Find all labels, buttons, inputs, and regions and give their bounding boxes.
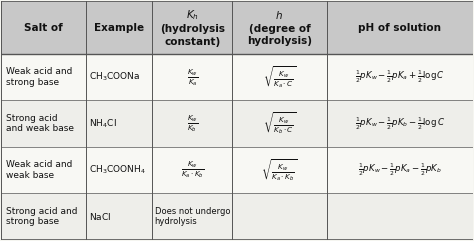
Text: $\frac{K_w}{K_a \cdot K_b}$: $\frac{K_w}{K_a \cdot K_b}$ — [181, 160, 204, 181]
Text: $\sqrt{\frac{K_w}{K_a \cdot K_b}}$: $\sqrt{\frac{K_w}{K_a \cdot K_b}}$ — [261, 157, 298, 183]
Text: $\mathregular{CH_3COONH_4}$: $\mathregular{CH_3COONH_4}$ — [89, 164, 146, 176]
Text: Strong acid
and weak base: Strong acid and weak base — [6, 114, 74, 133]
Text: $\frac{1}{2}pK_w - \frac{1}{2}pK_b - \frac{1}{2}\log C$: $\frac{1}{2}pK_w - \frac{1}{2}pK_b - \fr… — [355, 115, 445, 132]
Text: Weak acid and
strong base: Weak acid and strong base — [6, 67, 73, 87]
Text: $\mathregular{NaCl}$: $\mathregular{NaCl}$ — [89, 211, 111, 222]
Text: $\frac{1}{2}pK_w - \frac{1}{2}pK_a + \frac{1}{2}\log C$: $\frac{1}{2}pK_w - \frac{1}{2}pK_a + \fr… — [355, 69, 445, 85]
Text: pH of solution: pH of solution — [358, 23, 441, 33]
Bar — [1, 1, 473, 54]
Bar — [1, 193, 473, 240]
Text: $\frac{1}{2}pK_w - \frac{1}{2}pK_a - \frac{1}{2}pK_b$: $\frac{1}{2}pK_w - \frac{1}{2}pK_a - \fr… — [357, 162, 442, 178]
Bar — [1, 54, 473, 100]
Text: Weak acid and
weak base: Weak acid and weak base — [6, 160, 73, 180]
Text: $\mathregular{NH_4Cl}$: $\mathregular{NH_4Cl}$ — [89, 117, 117, 130]
Text: $h$
(degree of
hydrolysis): $h$ (degree of hydrolysis) — [247, 9, 312, 46]
Text: $\frac{K_w}{K_a}$: $\frac{K_w}{K_a}$ — [187, 67, 198, 87]
Text: Strong acid and
strong base: Strong acid and strong base — [6, 207, 78, 226]
Text: Salt of: Salt of — [25, 23, 63, 33]
Bar — [1, 147, 473, 193]
Text: Does not undergo
hydrolysis: Does not undergo hydrolysis — [155, 207, 230, 226]
Bar — [1, 100, 473, 147]
Text: $\sqrt{\frac{K_w}{K_b \cdot C}}$: $\sqrt{\frac{K_w}{K_b \cdot C}}$ — [263, 111, 296, 136]
Text: $\mathregular{CH_3COONa}$: $\mathregular{CH_3COONa}$ — [89, 71, 140, 83]
Text: $\frac{K_w}{K_b}$: $\frac{K_w}{K_b}$ — [187, 113, 198, 134]
Text: $\sqrt{\frac{K_w}{K_a \cdot C}}$: $\sqrt{\frac{K_w}{K_a \cdot C}}$ — [263, 64, 296, 90]
Text: Example: Example — [94, 23, 144, 33]
Text: $K_h$
(hydrolysis
constant): $K_h$ (hydrolysis constant) — [160, 8, 225, 47]
